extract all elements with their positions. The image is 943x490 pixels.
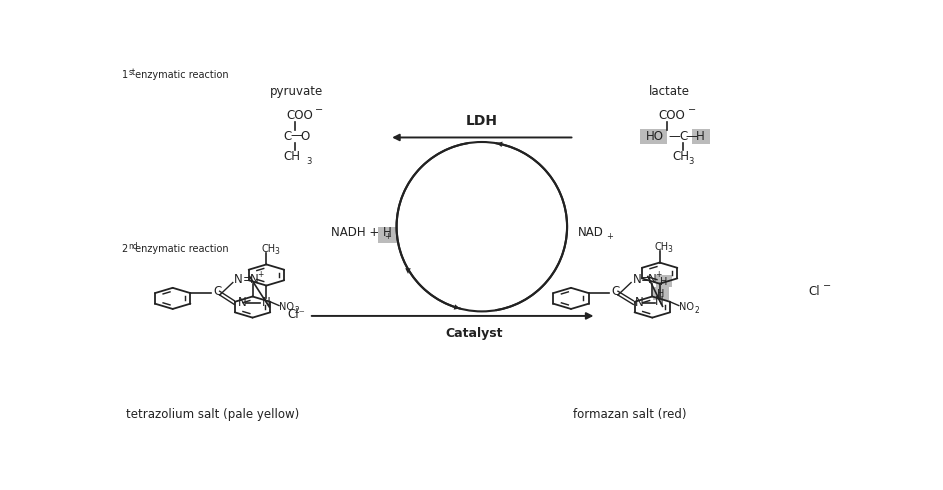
FancyBboxPatch shape: [640, 128, 667, 145]
FancyBboxPatch shape: [692, 128, 710, 145]
Text: −: −: [315, 105, 323, 115]
Text: =: =: [640, 273, 651, 286]
Text: 2: 2: [294, 306, 299, 315]
Text: pyruvate: pyruvate: [271, 85, 323, 98]
Text: C: C: [679, 130, 687, 143]
Text: lactate: lactate: [649, 85, 690, 98]
Text: CH: CH: [284, 150, 301, 163]
Text: NO: NO: [679, 302, 694, 313]
Text: HO: HO: [646, 130, 664, 143]
Text: N: N: [655, 295, 664, 308]
Text: NADH + H: NADH + H: [331, 226, 391, 239]
Text: —: —: [290, 129, 302, 142]
Text: C: C: [213, 286, 222, 298]
Text: enzymatic reaction: enzymatic reaction: [132, 244, 229, 254]
Text: N: N: [635, 296, 643, 309]
Text: =: =: [242, 273, 252, 286]
Text: —: —: [669, 130, 680, 143]
Text: 3: 3: [306, 157, 312, 166]
Text: H: H: [660, 277, 668, 287]
Text: COO: COO: [659, 109, 686, 122]
Text: +: +: [655, 270, 662, 279]
Text: enzymatic reaction: enzymatic reaction: [132, 70, 229, 80]
Text: Catalyst: Catalyst: [446, 327, 504, 340]
FancyBboxPatch shape: [653, 288, 670, 299]
Text: −: −: [688, 105, 696, 115]
Text: H: H: [657, 289, 665, 299]
Text: +: +: [384, 232, 391, 241]
Text: 3: 3: [668, 245, 672, 254]
Text: +: +: [605, 232, 613, 241]
Text: 2: 2: [694, 306, 699, 315]
FancyBboxPatch shape: [378, 227, 397, 244]
Text: N: N: [648, 273, 656, 286]
Text: COO: COO: [286, 109, 313, 122]
Text: st: st: [128, 68, 135, 77]
Text: N: N: [238, 296, 247, 309]
Text: 1: 1: [122, 70, 127, 80]
Text: CH: CH: [672, 150, 689, 163]
Text: Cl⁻: Cl⁻: [288, 308, 306, 320]
Text: +: +: [256, 270, 263, 279]
Text: 2: 2: [122, 244, 128, 254]
Text: —: —: [685, 130, 697, 143]
Text: C: C: [284, 130, 292, 143]
Text: N: N: [262, 296, 271, 309]
Text: 3: 3: [274, 247, 279, 256]
Text: formazan salt (red): formazan salt (red): [572, 408, 687, 421]
Text: N: N: [234, 273, 243, 286]
Text: 3: 3: [688, 157, 694, 166]
Text: nd: nd: [128, 242, 138, 251]
Text: O: O: [301, 130, 310, 143]
Text: tetrazolium salt (pale yellow): tetrazolium salt (pale yellow): [126, 408, 300, 421]
Text: −: −: [823, 281, 831, 292]
Text: LDH: LDH: [466, 114, 498, 128]
Text: NAD: NAD: [578, 226, 604, 239]
FancyBboxPatch shape: [656, 275, 672, 287]
Text: CH: CH: [261, 244, 275, 254]
Text: N: N: [633, 273, 641, 286]
Text: NO: NO: [279, 302, 294, 313]
Text: H: H: [696, 130, 704, 143]
Text: C: C: [611, 286, 620, 298]
Text: CH: CH: [654, 242, 669, 252]
Text: N: N: [250, 273, 258, 286]
Text: Cl: Cl: [808, 285, 820, 298]
